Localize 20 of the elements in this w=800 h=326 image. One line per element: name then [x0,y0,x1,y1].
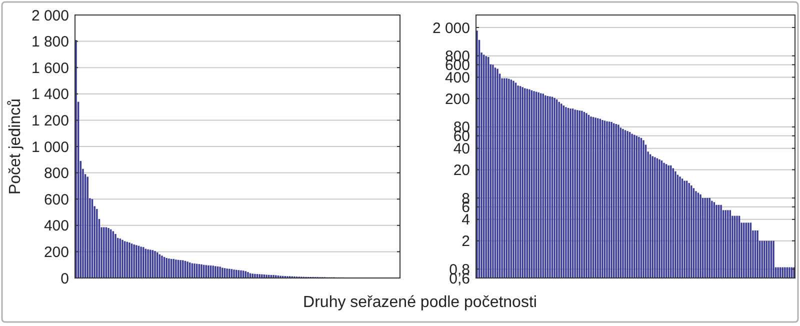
y-tick-label: 1 800 [31,34,69,51]
y-tick-label: 2 000 [432,20,470,37]
y-tick-label: 1 000 [31,138,69,156]
y-tick-label: 1 600 [31,60,69,77]
y-tick-label: 1 400 [31,86,69,104]
y-tick-label: 0 [60,270,69,288]
y-tick-label: 800 [44,165,69,182]
y-tick-label: 200 [444,90,470,108]
y-tick-label: 4 [462,212,470,229]
y-tick-label: 400 [44,218,69,235]
y-tick-label: 200 [44,244,69,261]
y-axis-title: Počet jedinců [7,98,24,195]
x-axis-title: Druhy seřazené podle početnosti [303,294,537,311]
y-tick-label: 20 [453,162,470,179]
y-tick-label: 40 [453,140,470,158]
y-tick-label: 2 000 [31,7,69,24]
y-tick-label: 1 200 [31,112,69,130]
y-tick-label: 2 [462,233,470,250]
y-tick-label: 400 [444,69,470,86]
y-tick-label: 600 [44,191,69,208]
